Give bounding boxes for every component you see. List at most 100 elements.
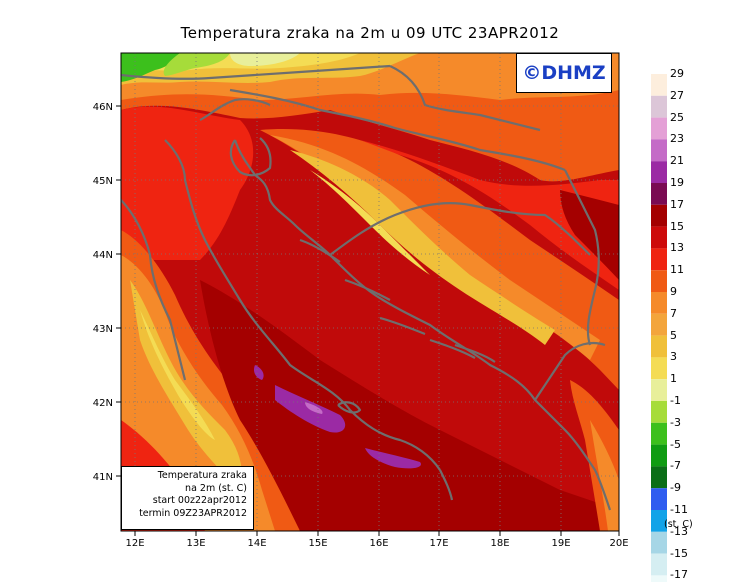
legend-label--17: -17	[670, 568, 688, 582]
coastlines	[121, 64, 612, 511]
legend-swatch-25	[651, 117, 667, 140]
info-line-2: na 2m (st. C)	[185, 482, 247, 494]
legend-swatch-27	[651, 95, 667, 118]
latitude-labels: 41N 42N 43N 44N 45N 46N	[93, 102, 113, 483]
legend-swatch-3	[651, 357, 667, 380]
island-2	[344, 278, 391, 301]
legend-label--13: -13	[670, 524, 688, 538]
legend-label-29: 29	[670, 67, 684, 80]
hungary-border	[389, 64, 541, 132]
field-dinarides-orange	[260, 129, 619, 390]
legend-label-11: 11	[670, 263, 684, 277]
lon-label-19e: 19E	[551, 538, 570, 549]
austria-border	[121, 64, 391, 80]
field-alps-green	[121, 53, 180, 82]
field-hot-purple-4	[253, 365, 264, 380]
legend-label--15: -15	[670, 546, 688, 560]
legend-swatch--7	[651, 466, 667, 489]
map-frame	[120, 52, 620, 532]
italy-east-coast	[164, 139, 441, 471]
info-line-1: Temperatura zraka	[157, 470, 247, 481]
field-serbia-darkred	[560, 190, 619, 280]
legend-label-3: 3	[670, 350, 677, 364]
slovenia-border	[199, 98, 271, 121]
lon-label-18e: 18E	[490, 538, 509, 549]
legend-swatch-9	[651, 292, 667, 314]
lat-label-46n: 46N	[93, 102, 113, 113]
legend-swatch-19	[651, 183, 667, 205]
legend-label--9: -9	[670, 481, 681, 495]
lon-label-16e: 16E	[369, 538, 388, 549]
legend-label-23: 23	[670, 132, 684, 146]
longitude-labels: 12E 13E 14E 15E 16E 17E 18E 19E 20E	[125, 538, 628, 549]
lon-label-14e: 14E	[247, 538, 266, 549]
legend-label-15: 15	[670, 219, 684, 233]
legend-label--11: -11	[670, 503, 688, 516]
field-south-balkan-amber	[590, 420, 619, 531]
legend-swatch-7	[651, 313, 667, 336]
island-5	[454, 343, 496, 363]
legend-swatch-11	[651, 270, 667, 292]
serbia-border	[564, 169, 600, 346]
info-line-4: termin 09Z23APR2012	[139, 507, 247, 519]
legend-swatch--13	[651, 531, 667, 554]
field-adriatic-darkred	[200, 280, 619, 531]
field-alps-cream	[230, 53, 300, 66]
legend-swatch-15	[651, 226, 667, 249]
lon-label-17e: 17E	[429, 538, 448, 549]
legend-label--7: -7	[670, 459, 681, 473]
legend-swatch--5	[651, 444, 667, 467]
legend-swatch-17	[651, 204, 667, 227]
legend-swatch-5	[651, 335, 667, 358]
lat-label-45n: 45N	[93, 176, 113, 187]
montenegro-border	[534, 341, 606, 401]
legend-swatch-21	[651, 161, 667, 183]
legend-label-27: 27	[670, 88, 684, 102]
legend-swatch-13	[651, 248, 667, 271]
info-line-3: start 00z22apr2012	[152, 495, 247, 506]
legend-label-9: 9	[670, 285, 677, 298]
lat-label-43n: 43N	[93, 324, 113, 335]
field-dinarides-light	[310, 170, 430, 275]
graticule	[121, 53, 619, 531]
istria	[229, 137, 272, 177]
info-box: Temperatura zraka na 2m (st. C) start 00…	[121, 466, 254, 530]
legend-swatch-1	[651, 379, 667, 401]
lat-label-42n: 42N	[93, 398, 113, 409]
legend-label-7: 7	[670, 306, 677, 320]
legend-swatch--15	[651, 553, 667, 576]
island-4	[429, 338, 476, 359]
lon-label-20e: 20E	[609, 538, 628, 549]
legend-label--5: -5	[670, 437, 681, 451]
field-dinarides-yellow	[290, 150, 555, 345]
legend-label-13: 13	[670, 241, 684, 255]
field-hot-pink	[305, 402, 323, 414]
italy-west-coast	[121, 199, 187, 381]
legend-label--1: -1	[670, 394, 681, 407]
legend-label-5: 5	[670, 328, 677, 342]
legend-colorbar	[651, 74, 667, 582]
legend-swatch--3	[651, 422, 667, 445]
lat-label-41n: 41N	[93, 472, 113, 483]
island-3	[379, 316, 426, 336]
legend-label-1: 1	[670, 372, 677, 386]
legend-label-25: 25	[670, 110, 684, 124]
legend-label--3: -3	[670, 415, 681, 429]
legend-swatch--17	[651, 575, 667, 582]
legend-swatch--9	[651, 488, 667, 510]
lon-label-12e: 12E	[125, 538, 144, 549]
field-apennines-light	[140, 310, 215, 440]
legend-swatch-23	[651, 139, 667, 162]
dhmz-watermark: ©DHMZ	[516, 53, 612, 93]
field-alps-lime	[163, 53, 230, 76]
island-1	[299, 238, 341, 263]
lon-label-13e: 13E	[186, 538, 205, 549]
bosnia-border	[329, 201, 591, 256]
axis-ticks	[116, 105, 620, 536]
legend-swatch--11	[651, 510, 667, 532]
croatia-north-border	[229, 88, 566, 172]
legend-swatch--1	[651, 401, 667, 423]
legend-unit: (st. C)	[664, 519, 693, 530]
map-title: Temperatura zraka na 2m u 09 UTC 23APR20…	[180, 24, 560, 42]
